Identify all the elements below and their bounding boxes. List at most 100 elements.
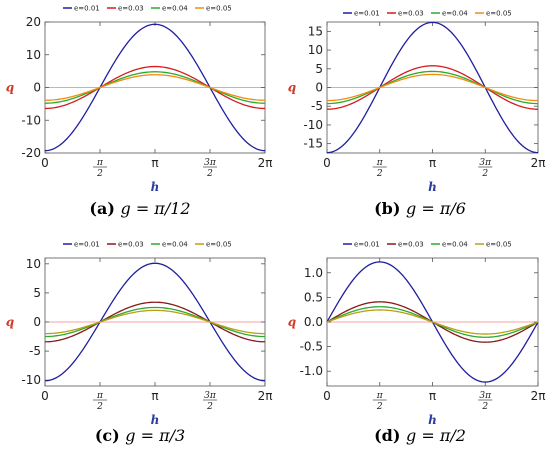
panel-caption: (a) g = π/12 [89,199,190,218]
x-tick-label: π [429,156,436,170]
x-axis-label: h [428,180,437,194]
x-tick-label: 3π [204,158,217,168]
x-tick-label: 3π [204,391,217,401]
series-line-e=0.01 [44,262,266,382]
y-tick-label: -5 [29,344,41,358]
x-tick-label: π [151,389,158,403]
x-tick-label: π [96,158,104,168]
legend-label: e=0.01 [354,10,380,18]
caption-text: g = π/12 [120,199,190,218]
x-axis-label: h [428,413,437,427]
x-tick-label: 2 [206,169,213,179]
legend-label: e=0.05 [206,5,232,13]
x-axis-label: h [151,413,160,427]
y-tick-label: -0.5 [300,340,323,354]
y-tick-label: 0.0 [304,315,323,329]
x-tick-label: 2 [481,402,488,412]
y-tick-label: -10 [21,373,41,387]
x-tick-label: π [96,391,104,401]
x-tick-label: 3π [479,158,492,168]
caption-tag: (a) [89,199,120,218]
legend-label: e=0.04 [162,241,188,249]
panel-caption: (c) g = π/3 [95,426,185,445]
series-line-e=0.05 [44,309,266,335]
y-tick-label: -1.0 [300,364,323,378]
x-tick-label: π [376,391,384,401]
x-tick-label: 2π [258,156,273,170]
y-axis-label: q [6,315,14,329]
series-line-e=0.05 [44,74,266,101]
x-axis-label: h [151,180,160,194]
legend-label: e=0.05 [486,241,512,249]
legend-label: e=0.03 [118,241,144,249]
y-tick-label: 5 [315,62,323,76]
y-tick-label: -10 [21,113,41,127]
x-tick-label: 0 [323,156,331,170]
legend-label: e=0.01 [74,241,100,249]
series-line-e=0.01 [326,21,539,154]
y-axis-label: q [288,81,296,95]
series-line-e=0.04 [44,306,266,338]
series-line-e=0.03 [44,301,266,343]
series-line-e=0.05 [326,309,539,335]
y-tick-label: 15 [308,24,323,38]
y-tick-label: 20 [26,15,41,29]
caption-text: g = π/6 [406,199,466,218]
x-tick-label: 0 [41,389,49,403]
x-tick-label: π [376,158,384,168]
y-tick-label: 5 [33,286,41,300]
legend-label: e=0.01 [74,5,100,13]
y-tick-label: 1.0 [304,266,323,280]
x-tick-label: 0 [323,389,331,403]
legend-label: e=0.05 [206,241,232,249]
legend: e=0.01 e=0.03 e=0.04 e=0.05 [63,5,232,13]
x-tick-label: π [429,389,436,403]
legend: e=0.01 e=0.03 e=0.04 e=0.05 [343,10,512,18]
legend-label: e=0.01 [354,241,380,249]
y-tick-label: -15 [303,137,323,151]
x-tick-label: 2 [376,402,383,412]
legend-label: e=0.05 [486,10,512,18]
x-tick-label: 0 [41,156,49,170]
y-tick-label: 10 [26,48,41,62]
panel-caption: (d) g = π/2 [374,426,466,445]
caption-text: g = π/2 [406,426,466,445]
legend-label: e=0.04 [162,5,188,13]
x-tick-label: 2 [376,169,383,179]
legend-label: e=0.03 [398,10,424,18]
legend-label: e=0.03 [398,241,424,249]
y-tick-label: -10 [303,118,323,132]
y-tick-label: 0 [315,81,323,95]
series-line-e=0.03 [326,65,539,110]
x-tick-label: 2 [96,402,103,412]
y-tick-label: 10 [308,43,323,57]
legend-label: e=0.04 [442,10,468,18]
y-tick-label: 0 [33,315,41,329]
series-line-e=0.01 [44,23,266,152]
legend: e=0.01 e=0.03 e=0.04 e=0.05 [63,241,232,249]
caption-tag: (c) [95,426,125,445]
x-tick-label: 2π [531,389,546,403]
x-tick-label: 2π [258,389,273,403]
legend: e=0.01 e=0.03 e=0.04 e=0.05 [343,241,512,249]
legend-label: e=0.03 [118,5,144,13]
panel-caption: (b) g = π/6 [374,199,466,218]
y-axis-label: q [288,315,296,329]
x-tick-label: π [151,156,158,170]
x-tick-label: 2 [96,169,103,179]
series-line-e=0.03 [44,65,266,110]
y-tick-label: 0 [33,81,41,95]
caption-tag: (d) [374,426,406,445]
series-line-e=0.05 [326,73,539,102]
x-tick-label: 2 [206,402,213,412]
series-line-e=0.04 [44,71,266,104]
y-axis-label: q [6,81,14,95]
legend-label: e=0.04 [442,241,468,249]
caption-text: g = π/3 [125,426,185,445]
x-tick-label: 2π [531,156,546,170]
